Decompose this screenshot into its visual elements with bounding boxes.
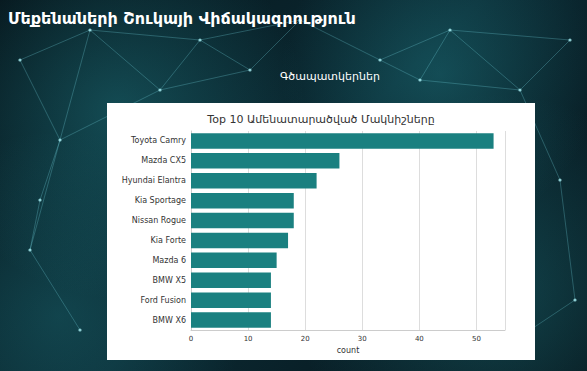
svg-text:0: 0 xyxy=(189,335,193,343)
svg-text:count: count xyxy=(337,346,360,355)
svg-text:Toyota Camry: Toyota Camry xyxy=(130,136,186,145)
html-text:Գծապատկերներ: Գծապատկերներ xyxy=(280,70,380,83)
svg-text:Kia Sportage: Kia Sportage xyxy=(135,196,186,205)
svg-text:Ford Fusion: Ford Fusion xyxy=(140,296,186,305)
svg-text:Top 10 Ամենատարածված Մակնիշներ: Top 10 Ամենատարածված Մակնիշները xyxy=(206,113,434,126)
svg-text:BMW X5: BMW X5 xyxy=(153,276,186,285)
svg-text:Mazda CX5: Mazda CX5 xyxy=(141,156,186,165)
svg-text:20: 20 xyxy=(301,335,310,343)
svg-text:Kia Forte: Kia Forte xyxy=(151,236,187,245)
svg-text:Nissan Rogue: Nissan Rogue xyxy=(132,216,186,225)
svg-text:30: 30 xyxy=(358,335,367,343)
svg-text:50: 50 xyxy=(472,335,481,343)
svg-text:40: 40 xyxy=(415,335,424,343)
svg-text:10: 10 xyxy=(244,335,253,343)
html-text:Մեքենաների Շուկայի Վիճակագրութ: Մեքենաների Շուկայի Վիճակագրություն xyxy=(8,9,356,28)
svg-text:Mazda 6: Mazda 6 xyxy=(152,256,186,265)
svg-text:BMW X6: BMW X6 xyxy=(153,316,186,325)
svg-text:Hyundai Elantra: Hyundai Elantra xyxy=(122,176,186,185)
